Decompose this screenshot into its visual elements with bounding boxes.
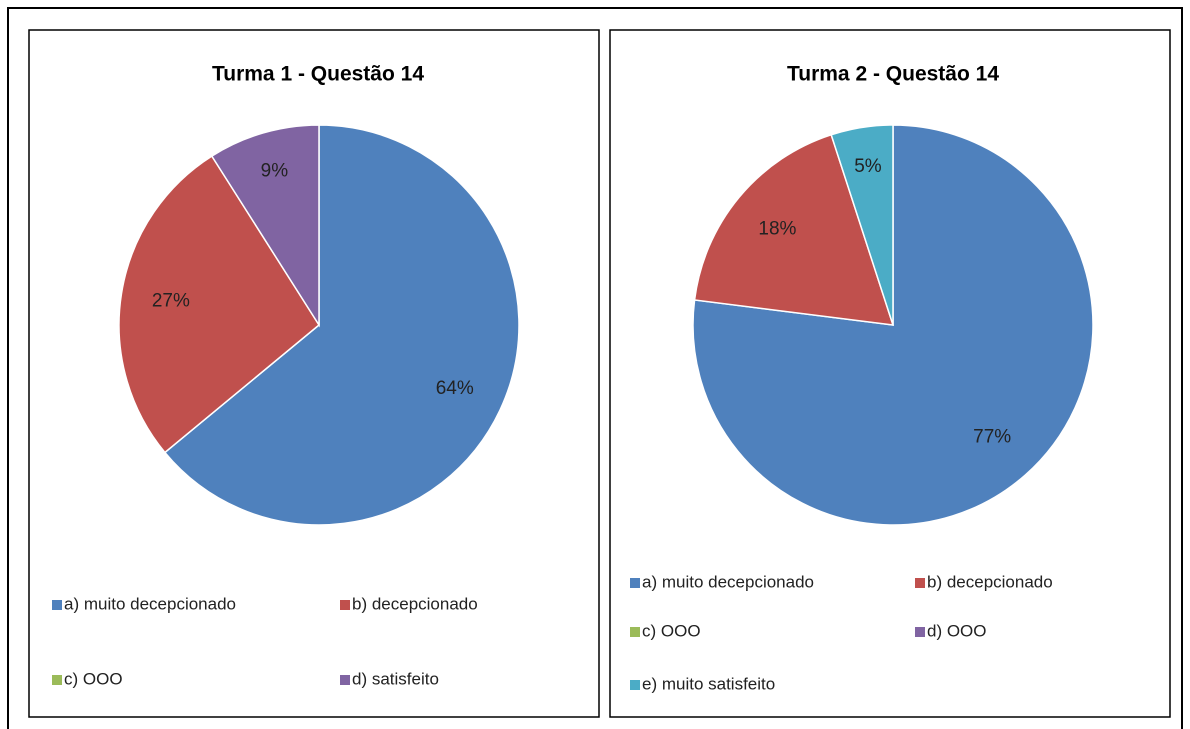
legend-swatch (915, 578, 925, 588)
legend-label: a) muito decepcionado (642, 572, 814, 591)
legend-swatch (915, 627, 925, 637)
data-label: 64% (436, 378, 474, 399)
legend-swatch (52, 675, 62, 685)
pie-slice (693, 133, 895, 326)
legend-swatch (340, 600, 350, 610)
pie-slice (118, 155, 320, 454)
legend-label: a) muito decepcionado (64, 594, 236, 613)
outer-frame (7, 7, 1183, 729)
legend-label: b) decepcionado (352, 594, 478, 613)
pie-slice (163, 124, 520, 526)
chart-title: Turma 2 - Questão 14 (787, 63, 999, 86)
legend-swatch (340, 675, 350, 685)
legend-label: b) decepcionado (927, 572, 1053, 591)
legend-label: d) OOO (927, 621, 987, 640)
data-label: 18% (758, 218, 796, 239)
legend-label: c) OOO (642, 621, 701, 640)
chart-title: Turma 1 - Questão 14 (212, 63, 424, 86)
pie-slice (210, 124, 320, 328)
legend-label: c) OOO (64, 669, 123, 688)
legend-label: e) muito satisfeito (642, 674, 775, 693)
legend-swatch (630, 578, 640, 588)
legend-swatch (630, 680, 640, 690)
data-label: 9% (261, 160, 289, 181)
data-label: 5% (854, 156, 882, 177)
data-label: 77% (973, 427, 1011, 448)
legend-label: d) satisfeito (352, 669, 439, 688)
pie-slice (830, 124, 894, 326)
legend-swatch (630, 627, 640, 637)
legend-swatch (52, 600, 62, 610)
data-label: 27% (152, 291, 190, 312)
